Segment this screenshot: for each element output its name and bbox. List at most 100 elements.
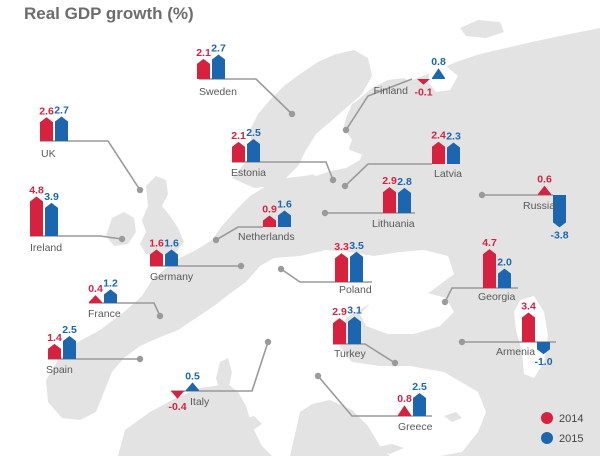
bar-group-poland: 3.3 3.5 Poland (334, 240, 372, 296)
chart-title: Real GDP growth (%) (24, 4, 194, 23)
value-label-lithuania-2014: 2.9 (382, 175, 397, 187)
bar-group-latvia: 2.4 2.3 Latvia (431, 130, 462, 180)
location-dot-germany (237, 262, 245, 270)
country-label-uk: UK (41, 148, 56, 160)
country-label-spain: Spain (46, 364, 73, 376)
value-label-netherlands-2014: 0.9 (262, 204, 277, 216)
bar-france-2014 (89, 295, 102, 303)
bar-turkey-2014 (333, 318, 346, 344)
leader-line-netherlands (215, 226, 263, 241)
land-sardinia (216, 358, 232, 392)
location-dot-greece (314, 372, 322, 380)
location-dot-russia (478, 191, 486, 199)
location-dot-finland (342, 126, 350, 134)
bar-greece-2014 (398, 405, 411, 416)
country-label-russia: Russia (523, 200, 555, 212)
bar-group-ireland: 4.83.9 Ireland (29, 184, 62, 254)
location-dot-ireland (118, 235, 126, 243)
value-label-lithuania-2015: 2.8 (397, 176, 412, 188)
value-label-uk-2014: 2.6 (39, 105, 54, 117)
value-label-poland-2015: 3.5 (349, 240, 364, 252)
value-label-armenia-2015: -1.0 (534, 356, 552, 368)
bar-group-turkey: 2.9 3.1 Turkey (332, 305, 366, 360)
bar-group-uk: 2.6 2.7 UK (39, 105, 69, 160)
legend: 2014 2015 (541, 412, 583, 445)
country-label-armenia: Armenia (496, 346, 535, 358)
bar-lithuania-2014 (383, 187, 396, 213)
location-dot-lithuania (321, 209, 329, 217)
value-label-netherlands-2015: 1.6 (277, 198, 292, 210)
location-dot-uk (136, 186, 144, 194)
country-label-greece: Greece (398, 421, 433, 433)
country-label-netherlands: Netherlands (238, 231, 295, 243)
bar-russia-2014 (538, 185, 551, 195)
land-svalbard (460, 20, 504, 38)
location-dot-estonia (329, 176, 337, 184)
value-label-germany-2014: 1.6 (149, 237, 164, 249)
bar-france-2015 (104, 289, 117, 303)
bar-group-spain: 1.42.5 Spain (46, 324, 77, 376)
country-label-georgia: Georgia (478, 291, 516, 303)
value-label-poland-2014: 3.3 (334, 241, 349, 253)
bar-italy-2015 (186, 382, 199, 391)
bar-estonia-2014 (232, 141, 245, 162)
value-label-georgia-2015: 2.0 (497, 257, 512, 269)
location-dot-georgia (441, 298, 449, 306)
location-dot-france (156, 312, 164, 320)
europe-map-background (46, 20, 600, 456)
bar-sweden-2014 (197, 58, 210, 79)
bar-group-lithuania: 2.9 2.8 Lithuania (372, 175, 415, 230)
bar-ireland-2014 (30, 196, 43, 236)
value-label-greece-2014: 0.8 (397, 393, 412, 405)
bar-russia-2015 (553, 195, 566, 228)
country-label-sweden: Sweden (199, 86, 237, 98)
bar-spain-2015 (63, 336, 76, 359)
land-sicily (238, 416, 262, 432)
land-great-britain (140, 176, 184, 256)
bar-group-italy: -0.4 0.5 Italy (168, 370, 210, 412)
value-label-france-2015: 1.2 (103, 277, 118, 289)
bar-uk-2015 (55, 116, 68, 141)
bar-spain-2014 (48, 343, 61, 359)
location-dot-latvia (341, 182, 349, 190)
bar-turkey-2015 (348, 316, 361, 344)
bar-sweden-2015 (212, 54, 225, 79)
country-label-lithuania: Lithuania (372, 218, 415, 230)
location-dot-netherlands (212, 236, 220, 244)
land-finland (342, 78, 418, 156)
value-label-latvia-2014: 2.4 (431, 130, 446, 142)
land-crete (372, 444, 404, 454)
location-dot-armenia (458, 338, 466, 346)
bar-group-estonia: 2.1 2.5 Estonia (231, 127, 266, 179)
bar-group-greece: 0.82.5 Greece (397, 381, 432, 433)
location-dot-sweden (288, 110, 296, 118)
legend-label-2015: 2015 (559, 433, 583, 445)
bar-finland-2014 (417, 79, 430, 85)
value-label-france-2014: 0.4 (88, 283, 103, 295)
bar-georgia-2015 (498, 268, 511, 288)
value-label-spain-2014: 1.4 (47, 332, 62, 344)
value-label-germany-2015: 1.6 (164, 237, 179, 249)
value-label-sweden-2014: 2.1 (196, 47, 211, 59)
bar-georgia-2014 (483, 249, 496, 288)
value-label-latvia-2015: 2.3 (446, 130, 461, 142)
land-cyprus (444, 412, 462, 422)
bar-group-sweden: 2.1 2.7 Sweden (196, 43, 237, 98)
bar-germany-2015 (165, 249, 178, 266)
location-dot-spain (136, 355, 144, 363)
value-label-finland-2014: -0.1 (414, 87, 432, 99)
country-label-ireland: Ireland (30, 242, 62, 254)
location-dot-poland (277, 265, 285, 273)
country-label-france: France (88, 308, 121, 320)
value-label-ireland-2014: 4.8 (29, 184, 44, 196)
legend-swatch-2014 (541, 412, 553, 424)
bar-lithuania-2015 (398, 187, 411, 213)
bar-ireland-2015 (45, 202, 58, 236)
bar-group-russia: 0.6 -3.8 Russia (523, 174, 569, 242)
value-label-sweden-2015: 2.7 (211, 43, 226, 55)
country-label-germany: Germany (150, 271, 194, 283)
black-sea (360, 292, 454, 334)
leader-line-estonia (232, 161, 334, 181)
